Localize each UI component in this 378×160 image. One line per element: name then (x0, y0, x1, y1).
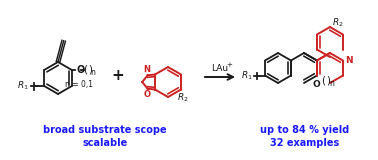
Text: n: n (90, 68, 95, 76)
Text: N: N (345, 56, 353, 65)
Text: $R_2$: $R_2$ (177, 91, 189, 104)
Text: O: O (77, 65, 85, 75)
Text: +: + (226, 62, 232, 68)
Text: ): ) (326, 76, 330, 85)
Text: (: ( (83, 64, 87, 74)
Text: O: O (143, 90, 150, 99)
Text: +: + (112, 68, 124, 83)
Text: 32 examples: 32 examples (270, 138, 339, 148)
Text: n = 0,1: n = 0,1 (65, 80, 93, 88)
Text: n: n (330, 79, 335, 88)
Text: $R_1$: $R_1$ (17, 80, 29, 92)
Text: O: O (312, 80, 320, 88)
Text: broad substrate scope: broad substrate scope (43, 125, 167, 135)
Text: LAu: LAu (211, 64, 229, 72)
Text: $R_2$: $R_2$ (332, 17, 344, 29)
Text: scalable: scalable (82, 138, 128, 148)
Text: ): ) (88, 64, 92, 74)
Text: $R_1$: $R_1$ (241, 69, 253, 82)
Text: up to 84 % yield: up to 84 % yield (260, 125, 350, 135)
Text: N: N (143, 65, 150, 74)
Text: (: ( (321, 76, 325, 85)
